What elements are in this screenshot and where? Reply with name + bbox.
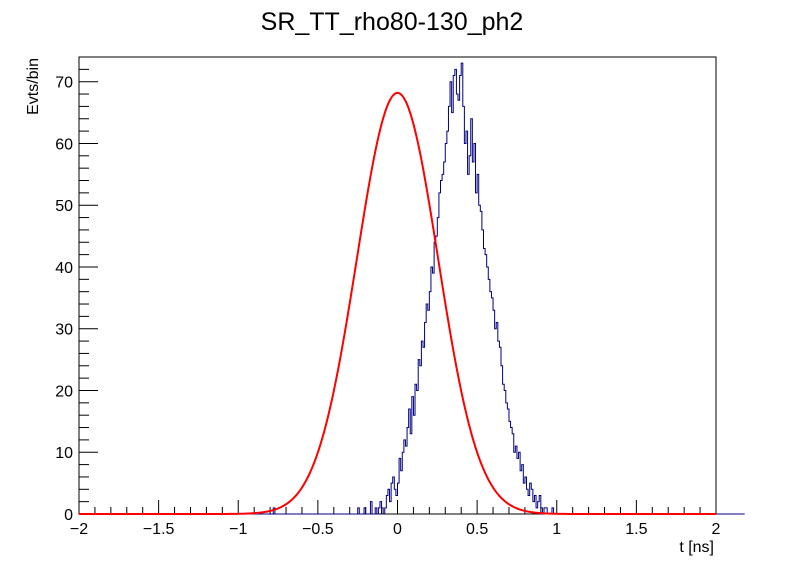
y-tick-label: 30 <box>55 322 73 339</box>
y-tick-label: 10 <box>55 445 73 462</box>
x-tick-label: −1 <box>229 521 247 538</box>
y-tick-label: 60 <box>55 136 73 153</box>
x-tick-label: 0.5 <box>466 521 488 538</box>
y-axis: 0 10 20 30 40 50 60 70 <box>55 56 98 524</box>
x-tick-label: 0 <box>393 521 402 538</box>
gaussian-fit <box>79 91 716 515</box>
x-tick-label: −1.5 <box>143 521 175 538</box>
x-tick-label: 1 <box>552 521 561 538</box>
histogram-outline <box>79 62 745 515</box>
y-tick-label: 70 <box>55 75 73 92</box>
y-tick-label: 40 <box>55 260 73 277</box>
histogram-bins <box>79 62 745 515</box>
x-axis-label: t [ns] <box>679 539 714 556</box>
plot-border <box>78 56 717 515</box>
x-tick-label: 1.5 <box>625 521 647 538</box>
x-axis: −2 −1.5 −1 −0.5 0 0.5 1 1.5 2 <box>70 500 721 538</box>
y-tick-label: 0 <box>64 507 73 524</box>
fit-curve <box>79 91 716 515</box>
y-axis-label: Evts/bin <box>25 58 42 115</box>
y-tick-label: 20 <box>55 383 73 400</box>
x-tick-label: 2 <box>712 521 721 538</box>
y-tick-label: 50 <box>55 198 73 215</box>
chart-title: SR_TT_rho80-130_ph2 <box>261 8 524 36</box>
x-tick-label: −2 <box>70 521 88 538</box>
x-tick-label: −0.5 <box>302 521 334 538</box>
plot-frame <box>78 56 717 515</box>
